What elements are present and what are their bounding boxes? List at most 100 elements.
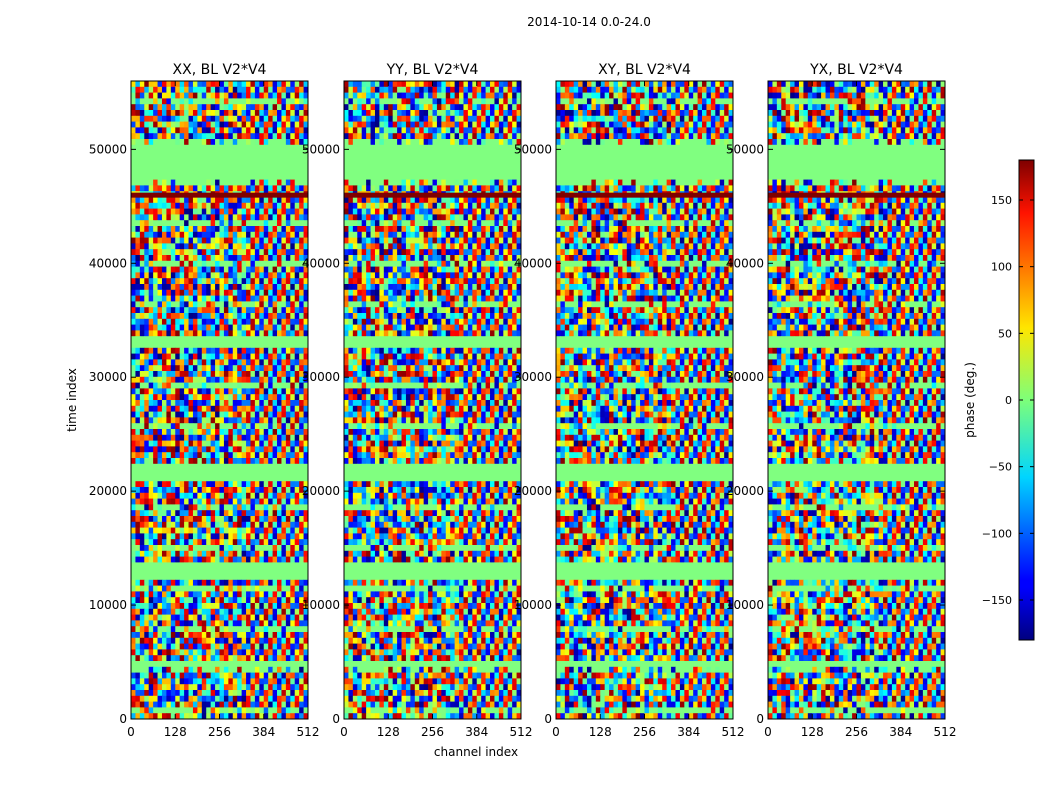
phase-cell [180,510,185,516]
phase-cell [259,452,264,458]
phase-cell [211,359,216,365]
phase-cell [277,98,282,104]
phase-cell [180,98,185,104]
phase-cell [180,580,185,586]
phase-cell [175,87,180,93]
phase-cell [135,156,140,162]
phase-cell [211,690,216,696]
phase-cell [166,371,171,377]
phase-cell [180,597,185,603]
phase-cell [140,261,145,267]
phase-cell [397,116,402,122]
phase-cell [224,696,229,702]
phase-cell [153,145,158,151]
phase-cell [481,151,486,157]
phase-cell [220,551,225,557]
phase-cell [202,162,207,168]
x-tick-label: 256 [208,725,231,739]
phase-cell [255,441,260,447]
phase-cell [140,586,145,592]
phase-cell [273,93,278,99]
phase-cell [228,336,233,342]
phase-cell [131,301,136,307]
phase-cell [211,209,216,215]
phase-cell [486,98,491,104]
phase-cell [158,238,163,244]
phase-cell [211,574,216,580]
phase-cell [144,696,149,702]
phase-cell [189,359,194,365]
phase-cell [184,417,189,423]
phase-cell [228,238,233,244]
phase-cell [503,81,508,87]
phase-cell [402,133,407,139]
phase-cell [171,383,176,389]
phase-cell [264,296,269,302]
phase-cell [166,649,171,655]
phase-cell [512,98,517,104]
phase-cell [490,93,495,99]
phase-cell [348,122,353,128]
phase-cell [162,87,167,93]
phase-cell [295,243,300,249]
phase-cell [295,452,300,458]
phase-cell [273,116,278,122]
phase-cell [273,272,278,278]
phase-cell [366,93,371,99]
phase-cell [299,313,304,319]
phase-cell [171,296,176,302]
phase-cell [348,87,353,93]
phase-cell [259,290,264,296]
phase-cell [277,238,282,244]
phase-cell [202,603,207,609]
phase-cell [357,104,362,110]
phase-cell [135,435,140,441]
phase-cell [255,458,260,464]
phase-cell [348,98,353,104]
phase-cell [264,574,269,580]
phase-cell [189,116,194,122]
phase-cell [202,220,207,226]
phase-cell [273,667,278,673]
phase-cell [153,278,158,284]
phase-cell [211,678,216,684]
phase-cell [494,116,499,122]
phase-cell [206,713,211,719]
phase-cell [228,545,233,551]
phase-cell [233,574,238,580]
phase-cell [250,539,255,545]
phase-cell [180,545,185,551]
phase-cell [286,562,291,568]
phase-cell [158,475,163,481]
phase-cell [393,139,398,145]
phase-cell [144,644,149,650]
phase-cell [140,713,145,719]
phase-cell [140,325,145,331]
phase-cell [193,156,198,162]
phase-cell [508,87,513,93]
phase-cell [268,533,273,539]
phase-cell [237,406,242,412]
phase-cell [299,684,304,690]
phase-cell [193,470,198,476]
phase-cell [193,603,198,609]
phase-cell [250,487,255,493]
phase-cell [255,528,260,534]
phase-cell [242,481,247,487]
phase-cell [250,87,255,93]
phase-cell [140,435,145,441]
phase-cell [237,481,242,487]
phase-cell [242,504,247,510]
phase-cell [140,620,145,626]
phase-cell [131,365,136,371]
phase-cell [189,388,194,394]
phase-cell [131,185,136,191]
phase-cell [224,336,229,342]
phase-cell [135,441,140,447]
phase-cell [144,238,149,244]
phase-cell [171,301,176,307]
phase-cell [193,336,198,342]
phase-cell [153,493,158,499]
phase-cell [166,394,171,400]
phase-cell [344,145,349,151]
